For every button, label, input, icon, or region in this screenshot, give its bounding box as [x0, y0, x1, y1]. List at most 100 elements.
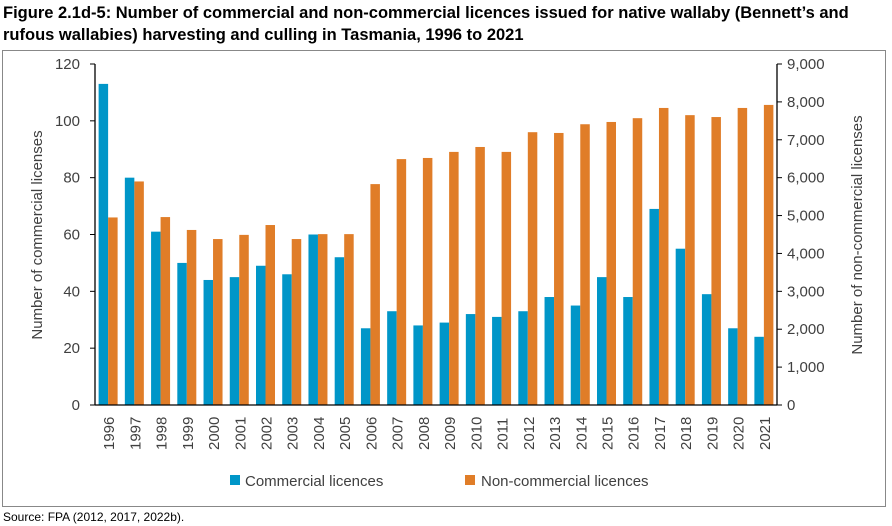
left-tick-label: 60 [63, 227, 80, 244]
bar-commercial-2013 [544, 297, 555, 405]
bar-non-commercial-2004 [317, 234, 328, 405]
bar-commercial-2003 [282, 274, 292, 405]
bar-non-commercial-2018 [685, 115, 695, 406]
bar-non-commercial-1997 [134, 181, 144, 405]
bar-commercial-2017 [649, 208, 659, 405]
bar-commercial-1999 [177, 262, 187, 405]
bar-non-commercial-2001 [239, 234, 249, 405]
bar-non-commercial-2009 [449, 151, 459, 405]
x-tick-label: 2000 [206, 417, 223, 450]
x-tick-label: 1998 [154, 417, 171, 450]
bar-commercial-2009 [439, 322, 450, 405]
bar-commercial-2016 [623, 297, 633, 405]
x-tick-label: 1996 [101, 417, 118, 450]
x-tick-label: 2017 [652, 417, 669, 450]
bar-commercial-2002 [256, 265, 266, 405]
bar-commercial-2010 [465, 314, 476, 405]
bar-commercial-2005 [334, 257, 345, 405]
bar-non-commercial-2017 [658, 107, 669, 405]
left-tick-label: 80 [63, 170, 80, 187]
bar-commercial-2011 [492, 316, 502, 405]
x-tick-label: 2013 [547, 417, 564, 450]
bar-non-commercial-2020 [737, 107, 748, 405]
bar-non-commercial-2007 [396, 159, 407, 405]
bar-non-commercial-2002 [265, 225, 275, 405]
x-tick-label: 2006 [363, 417, 380, 450]
right-tick-label: 2,000 [787, 321, 825, 338]
bar-commercial-2000 [203, 279, 214, 405]
legend-label-non-commercial: Non-commercial licences [481, 473, 649, 490]
bar-non-commercial-2010 [475, 146, 485, 405]
x-tick-label: 2014 [573, 417, 590, 450]
x-tick-label: 2011 [495, 418, 512, 450]
bar-non-commercial-2016 [632, 118, 643, 405]
bar-commercial-2001 [229, 277, 240, 405]
bar-non-commercial-2008 [422, 157, 433, 405]
bar-non-commercial-2006 [370, 184, 380, 405]
x-tick-label: 2005 [337, 417, 354, 450]
x-tick-label: 2020 [731, 417, 748, 450]
x-tick-label: 2016 [626, 417, 643, 450]
bar-non-commercial-2013 [554, 132, 564, 406]
left-axis-title: Number of commercial licenses [29, 130, 46, 339]
bar-commercial-2015 [597, 277, 607, 405]
left-tick-label: 0 [72, 397, 80, 414]
left-tick-label: 100 [55, 113, 80, 130]
x-tick-label: 2001 [232, 417, 249, 450]
bar-commercial-2020 [728, 328, 738, 405]
right-axis-title: Number of non-commercial licenses [849, 115, 866, 354]
left-tick-label: 20 [63, 340, 80, 357]
bar-non-commercial-2014 [580, 124, 590, 405]
right-tick-label: 9,000 [787, 56, 825, 73]
right-tick-label: 5,000 [787, 208, 825, 225]
right-tick-label: 6,000 [787, 170, 825, 187]
chart-frame [2, 50, 886, 507]
x-tick-label: 2010 [468, 417, 485, 450]
bar-non-commercial-1999 [186, 229, 197, 405]
right-tick-label: 3,000 [787, 283, 825, 300]
bar-non-commercial-2003 [291, 239, 302, 405]
bar-non-commercial-2019 [711, 117, 721, 406]
source-note: Source: FPA (2012, 2017, 2022b). [3, 510, 185, 524]
left-tick-label: 40 [63, 283, 80, 300]
bar-non-commercial-1998 [160, 217, 171, 405]
right-tick-label: 1,000 [787, 359, 825, 376]
x-tick-label: 2008 [416, 417, 433, 450]
right-tick-label: 4,000 [787, 245, 825, 262]
bar-commercial-2019 [701, 294, 712, 405]
right-tick-label: 7,000 [787, 132, 825, 149]
bar-commercial-2006 [360, 328, 371, 405]
right-tick-label: 0 [787, 397, 795, 414]
bar-commercial-1998 [151, 231, 161, 405]
x-tick-label: 2018 [678, 417, 695, 450]
legend-label-commercial: Commercial licences [245, 473, 383, 490]
bar-commercial-2021 [754, 336, 764, 405]
right-tick-label: 8,000 [787, 94, 825, 111]
bar-commercial-2014 [570, 305, 581, 405]
x-tick-label: 2015 [600, 417, 617, 450]
bar-commercial-2012 [518, 311, 528, 405]
bar-commercial-2007 [387, 311, 397, 405]
bar-commercial-1996 [98, 83, 109, 406]
x-tick-label: 2007 [390, 417, 407, 450]
x-tick-label: 2021 [757, 417, 774, 450]
bar-commercial-2008 [413, 325, 423, 405]
bar-non-commercial-2021 [763, 104, 774, 406]
legend-swatch-commercial [230, 475, 240, 485]
x-tick-label: 2019 [704, 417, 721, 450]
bar-non-commercial-1996 [108, 217, 118, 405]
bar-non-commercial-2012 [527, 132, 538, 405]
x-tick-label: 2009 [442, 417, 459, 450]
bar-non-commercial-2011 [501, 151, 512, 405]
legend-swatch-non-commercial [465, 475, 475, 485]
x-tick-label: 1997 [127, 417, 144, 450]
bar-commercial-2004 [308, 234, 318, 405]
x-tick-label: 2003 [285, 417, 302, 450]
bar-commercial-1997 [124, 177, 135, 405]
bar-non-commercial-2000 [213, 239, 223, 405]
bar-non-commercial-2015 [606, 121, 616, 405]
bar-non-commercial-2005 [344, 234, 354, 405]
x-tick-label: 2002 [259, 417, 276, 450]
left-tick-label: 120 [55, 56, 80, 73]
